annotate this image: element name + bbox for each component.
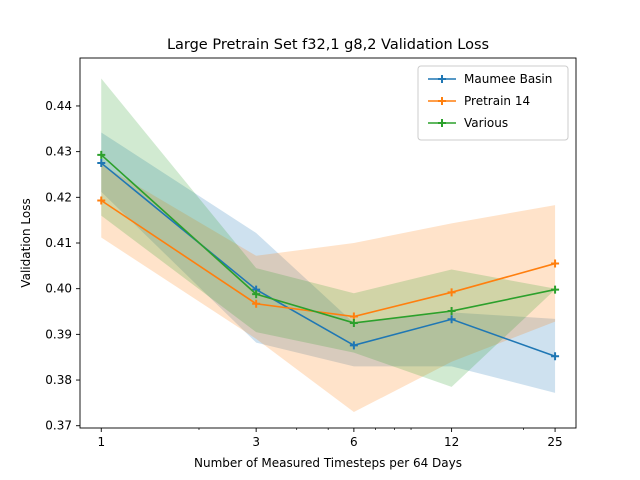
x-tick-label-1: 3 <box>252 435 260 449</box>
y-tick-label-7: 0.44 <box>45 99 72 113</box>
x-tick-label-4: 25 <box>547 435 562 449</box>
legend-marker-1 <box>438 97 446 105</box>
plot-area <box>97 78 560 413</box>
point-series-2-3 <box>447 307 456 316</box>
y-tick-label-0: 0.37 <box>45 419 72 433</box>
x-tick-label-3: 12 <box>444 435 459 449</box>
point-series-1-3 <box>447 288 456 297</box>
x-tick-label-0: 1 <box>97 435 105 449</box>
point-series-0-2 <box>349 341 358 350</box>
chart-title: Large Pretrain Set f32,1 g8,2 Validation… <box>167 37 489 53</box>
point-series-0-0 <box>97 159 106 168</box>
band-series-1 <box>101 164 556 413</box>
band-series-2 <box>101 78 556 387</box>
y-tick-label-1: 0.38 <box>45 373 72 387</box>
point-series-2-4 <box>551 285 560 294</box>
y-tick-label-5: 0.42 <box>45 190 72 204</box>
point-series-2-0 <box>97 150 106 159</box>
legend-box <box>417 65 569 141</box>
point-series-1-1 <box>252 299 261 308</box>
y-axis-label: Validation Loss <box>19 198 33 287</box>
legend-marker-0 <box>438 75 446 83</box>
x-tick-label-2: 6 <box>350 435 358 449</box>
point-series-0-4 <box>551 352 560 361</box>
point-series-2-2 <box>349 318 358 327</box>
legend: Maumee Basin Pretrain 14 Various <box>417 65 569 141</box>
legend-label-2: Various <box>464 116 508 130</box>
point-series-1-4 <box>551 259 560 268</box>
axes: 0.37 0.38 0.39 0.40 0.41 0.42 0.43 0.44 1 3 6 12 25 <box>45 57 577 449</box>
x-axis-label: Number of Measured Timesteps per 64 Days <box>194 456 462 470</box>
legend-marker-2 <box>438 119 446 127</box>
point-series-0-3 <box>447 315 456 324</box>
legend-label-0: Maumee Basin <box>464 72 552 86</box>
y-tick-label-6: 0.43 <box>45 145 72 159</box>
point-series-1-0 <box>97 196 106 205</box>
y-tick-label-2: 0.39 <box>45 327 72 341</box>
y-tick-label-4: 0.41 <box>45 236 72 250</box>
y-tick-label-3: 0.40 <box>45 282 72 296</box>
point-series-2-1 <box>252 290 261 299</box>
band-series-0 <box>101 132 556 393</box>
legend-label-1: Pretrain 14 <box>464 94 530 108</box>
